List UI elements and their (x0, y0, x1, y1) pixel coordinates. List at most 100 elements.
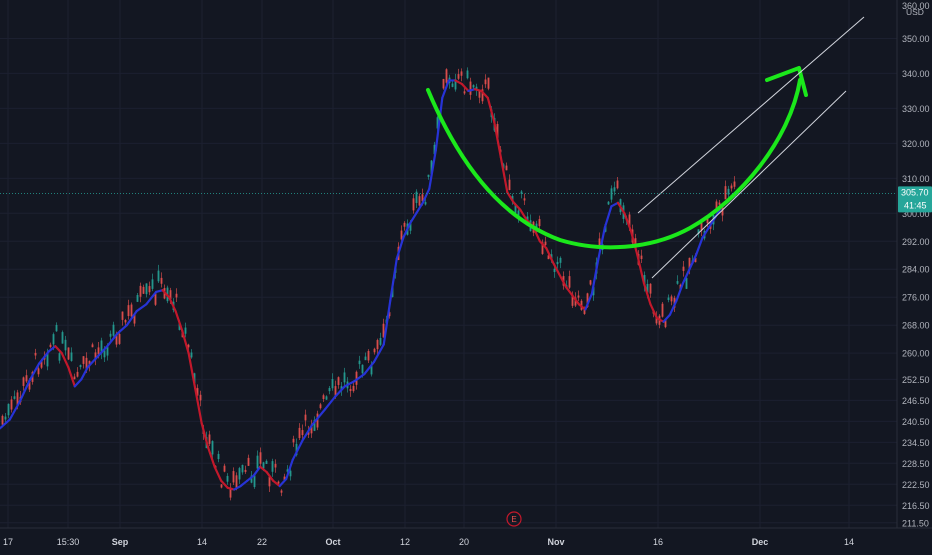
ma-segment (649, 303, 659, 320)
candle-body (211, 441, 214, 455)
candle-body (694, 257, 697, 263)
candle-body (196, 388, 199, 396)
candle-body (727, 188, 730, 195)
candle-body (559, 257, 562, 263)
candle-body (187, 344, 190, 348)
candle-body (322, 395, 325, 400)
candle-body (649, 283, 652, 294)
ma-segment (597, 226, 607, 260)
ma-segment (28, 362, 41, 383)
ma-segment (291, 439, 304, 461)
price-tick-label: 240.50 (902, 417, 930, 427)
candle-body (487, 77, 490, 89)
last-price-box (898, 186, 932, 213)
candle-body (292, 438, 295, 443)
candle-body (628, 214, 631, 228)
ma-segment (486, 96, 496, 124)
candle-body (418, 196, 421, 206)
ma-segment (662, 313, 672, 323)
candle-body (664, 319, 667, 328)
candle-body (484, 79, 487, 85)
ma-segment (259, 465, 268, 474)
candle-body (223, 465, 226, 472)
candle-body (685, 277, 688, 289)
candle-body (697, 229, 700, 234)
candle-body (118, 334, 121, 344)
candle-body (136, 295, 139, 302)
candle-body (370, 365, 373, 375)
ma-segment (233, 484, 242, 491)
candle-body (259, 452, 262, 464)
candle-body (556, 261, 559, 265)
ma-segment (252, 465, 262, 477)
candle-body (538, 219, 541, 227)
candle-body (478, 90, 481, 98)
candle-body (127, 305, 130, 317)
ma-segment (67, 366, 76, 388)
candle-body (286, 469, 289, 472)
candle-body (217, 453, 220, 460)
candle-body (643, 274, 646, 286)
candle-body (76, 371, 79, 377)
candle-body (547, 255, 550, 260)
candle-body (421, 194, 424, 202)
candle-body (436, 117, 439, 129)
candle-body (64, 339, 67, 351)
price-tick-label: 252.50 (902, 375, 930, 385)
ma-segment (421, 187, 431, 204)
price-tick-label: 260.00 (902, 349, 930, 359)
ma-segment (8, 401, 21, 421)
channel-lower-line (651, 90, 847, 279)
ma-segment (688, 254, 698, 271)
candle-body (514, 204, 517, 213)
candle-body (178, 322, 181, 330)
time-tick-label: 20 (459, 537, 469, 547)
candle-body (613, 187, 616, 192)
price-tick-label: 216.50 (902, 501, 930, 511)
candle-body (517, 210, 520, 218)
candle-body (67, 347, 70, 360)
price-tick-label: 330.00 (902, 104, 930, 114)
candle-body (670, 296, 673, 302)
candle-body (268, 476, 271, 487)
candle-body (265, 460, 268, 464)
candle-body (82, 356, 85, 364)
ma-segment (37, 350, 50, 365)
ma-segment (519, 208, 528, 222)
candle-body (154, 293, 157, 305)
candle-body (22, 377, 25, 386)
candle-body (472, 85, 475, 88)
price-tick-label: 234.50 (902, 438, 930, 448)
ma-segment (96, 345, 109, 358)
candle-body (475, 86, 478, 91)
earnings-event-marker[interactable]: E (506, 511, 522, 527)
grid (0, 0, 897, 528)
candle-body (73, 376, 76, 380)
ma-segment (499, 156, 509, 194)
candle-body (325, 396, 328, 400)
candle-body (508, 179, 511, 191)
candle-body (4, 416, 7, 420)
time-tick-label: 17 (3, 537, 13, 547)
candle-body (10, 399, 13, 410)
ma-segment (551, 261, 561, 276)
currency-label: USD (906, 7, 924, 17)
candle-body (253, 475, 256, 488)
ma-segment (278, 477, 288, 488)
countdown-label: 41:45 (904, 200, 927, 210)
candle-body (730, 185, 733, 189)
candle-body (328, 388, 331, 392)
ma-segment (80, 366, 89, 381)
candle-body (289, 470, 292, 477)
candle-body (319, 404, 322, 409)
time-axis[interactable]: 17 15:30 Sep 14 22 Oct 12 20 Nov 16 Dec 14 (3, 537, 854, 547)
candle-body (244, 469, 247, 472)
candle-body (7, 403, 10, 416)
ma-segment (161, 289, 171, 299)
ma-segment (655, 317, 665, 323)
candle-body (523, 198, 526, 201)
ma-segment (564, 285, 574, 297)
candle-body (676, 281, 679, 284)
